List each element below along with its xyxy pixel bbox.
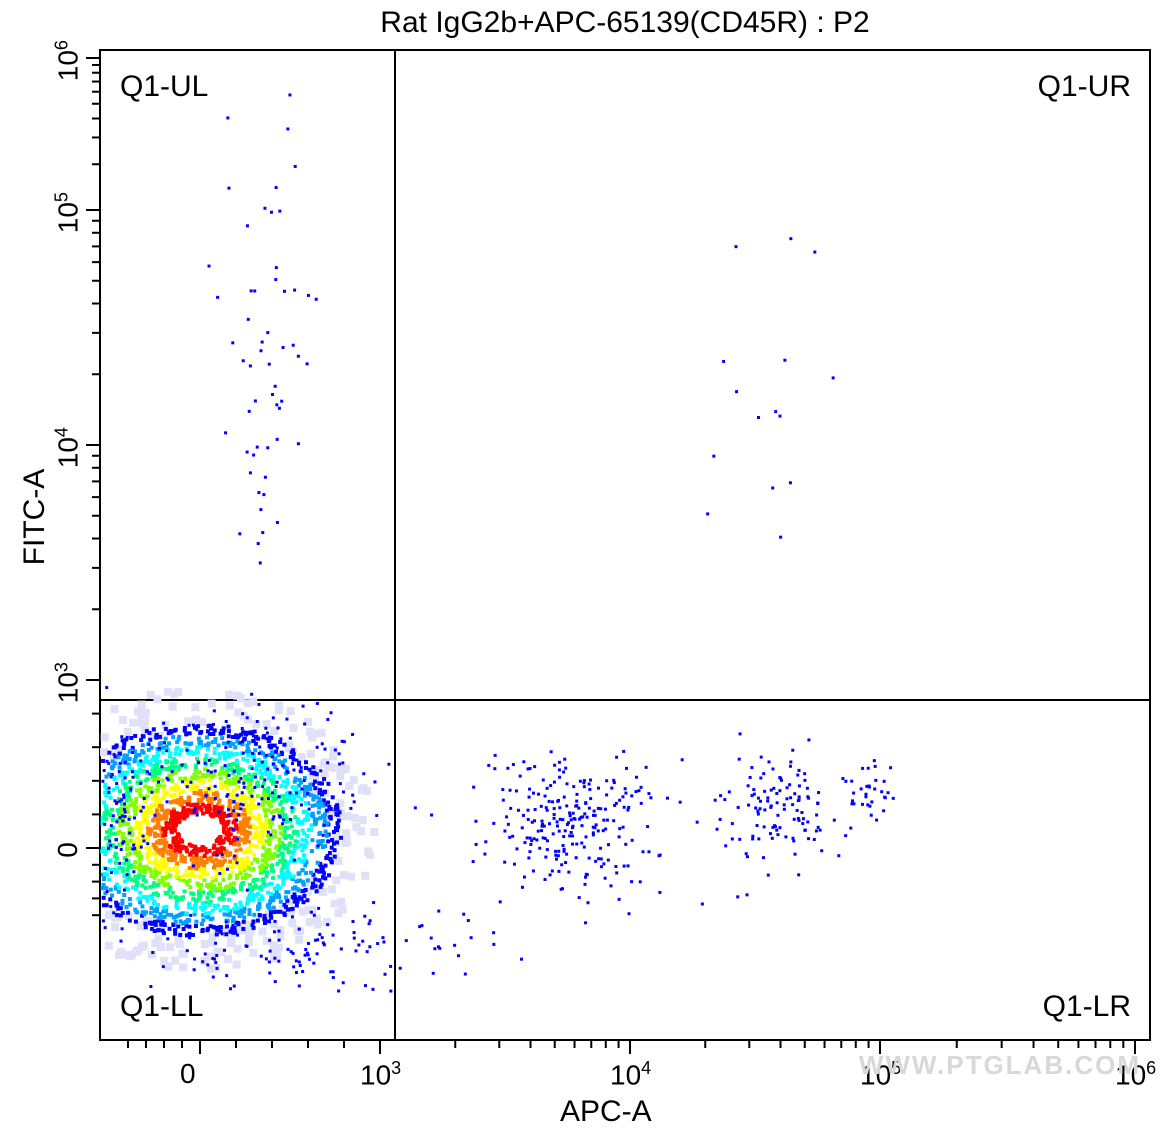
- x-tick-label: 103: [360, 1058, 401, 1091]
- x-tick-label: 0: [180, 1058, 196, 1090]
- plot-svg: [0, 0, 1171, 1137]
- flow-cytometry-chart: Rat IgG2b+APC-65139(CD45R) : P2 Q1-UL Q1…: [0, 0, 1171, 1137]
- y-axis-ticks: [86, 58, 100, 915]
- y-tick-label: 103: [51, 653, 84, 713]
- quadrant-label-ll: Q1-LL: [120, 990, 203, 1024]
- x-axis-label: APC-A: [560, 1095, 652, 1129]
- quadrant-label-ur: Q1-UR: [1038, 70, 1131, 104]
- x-tick-label: 104: [610, 1058, 651, 1091]
- watermark: WWW.PTGLAB.COM: [859, 1050, 1141, 1081]
- y-tick-label: 104: [51, 418, 84, 478]
- scatter-points: [101, 93, 894, 992]
- quadrant-label-ul: Q1-UL: [120, 70, 208, 104]
- y-tick-label: 0: [52, 820, 84, 880]
- density-population: [100, 688, 378, 973]
- quadrant-label-lr: Q1-LR: [1043, 990, 1131, 1024]
- y-tick-label: 105: [51, 183, 84, 243]
- y-axis-label: FITC-A: [18, 467, 52, 567]
- y-tick-label: 106: [51, 31, 84, 91]
